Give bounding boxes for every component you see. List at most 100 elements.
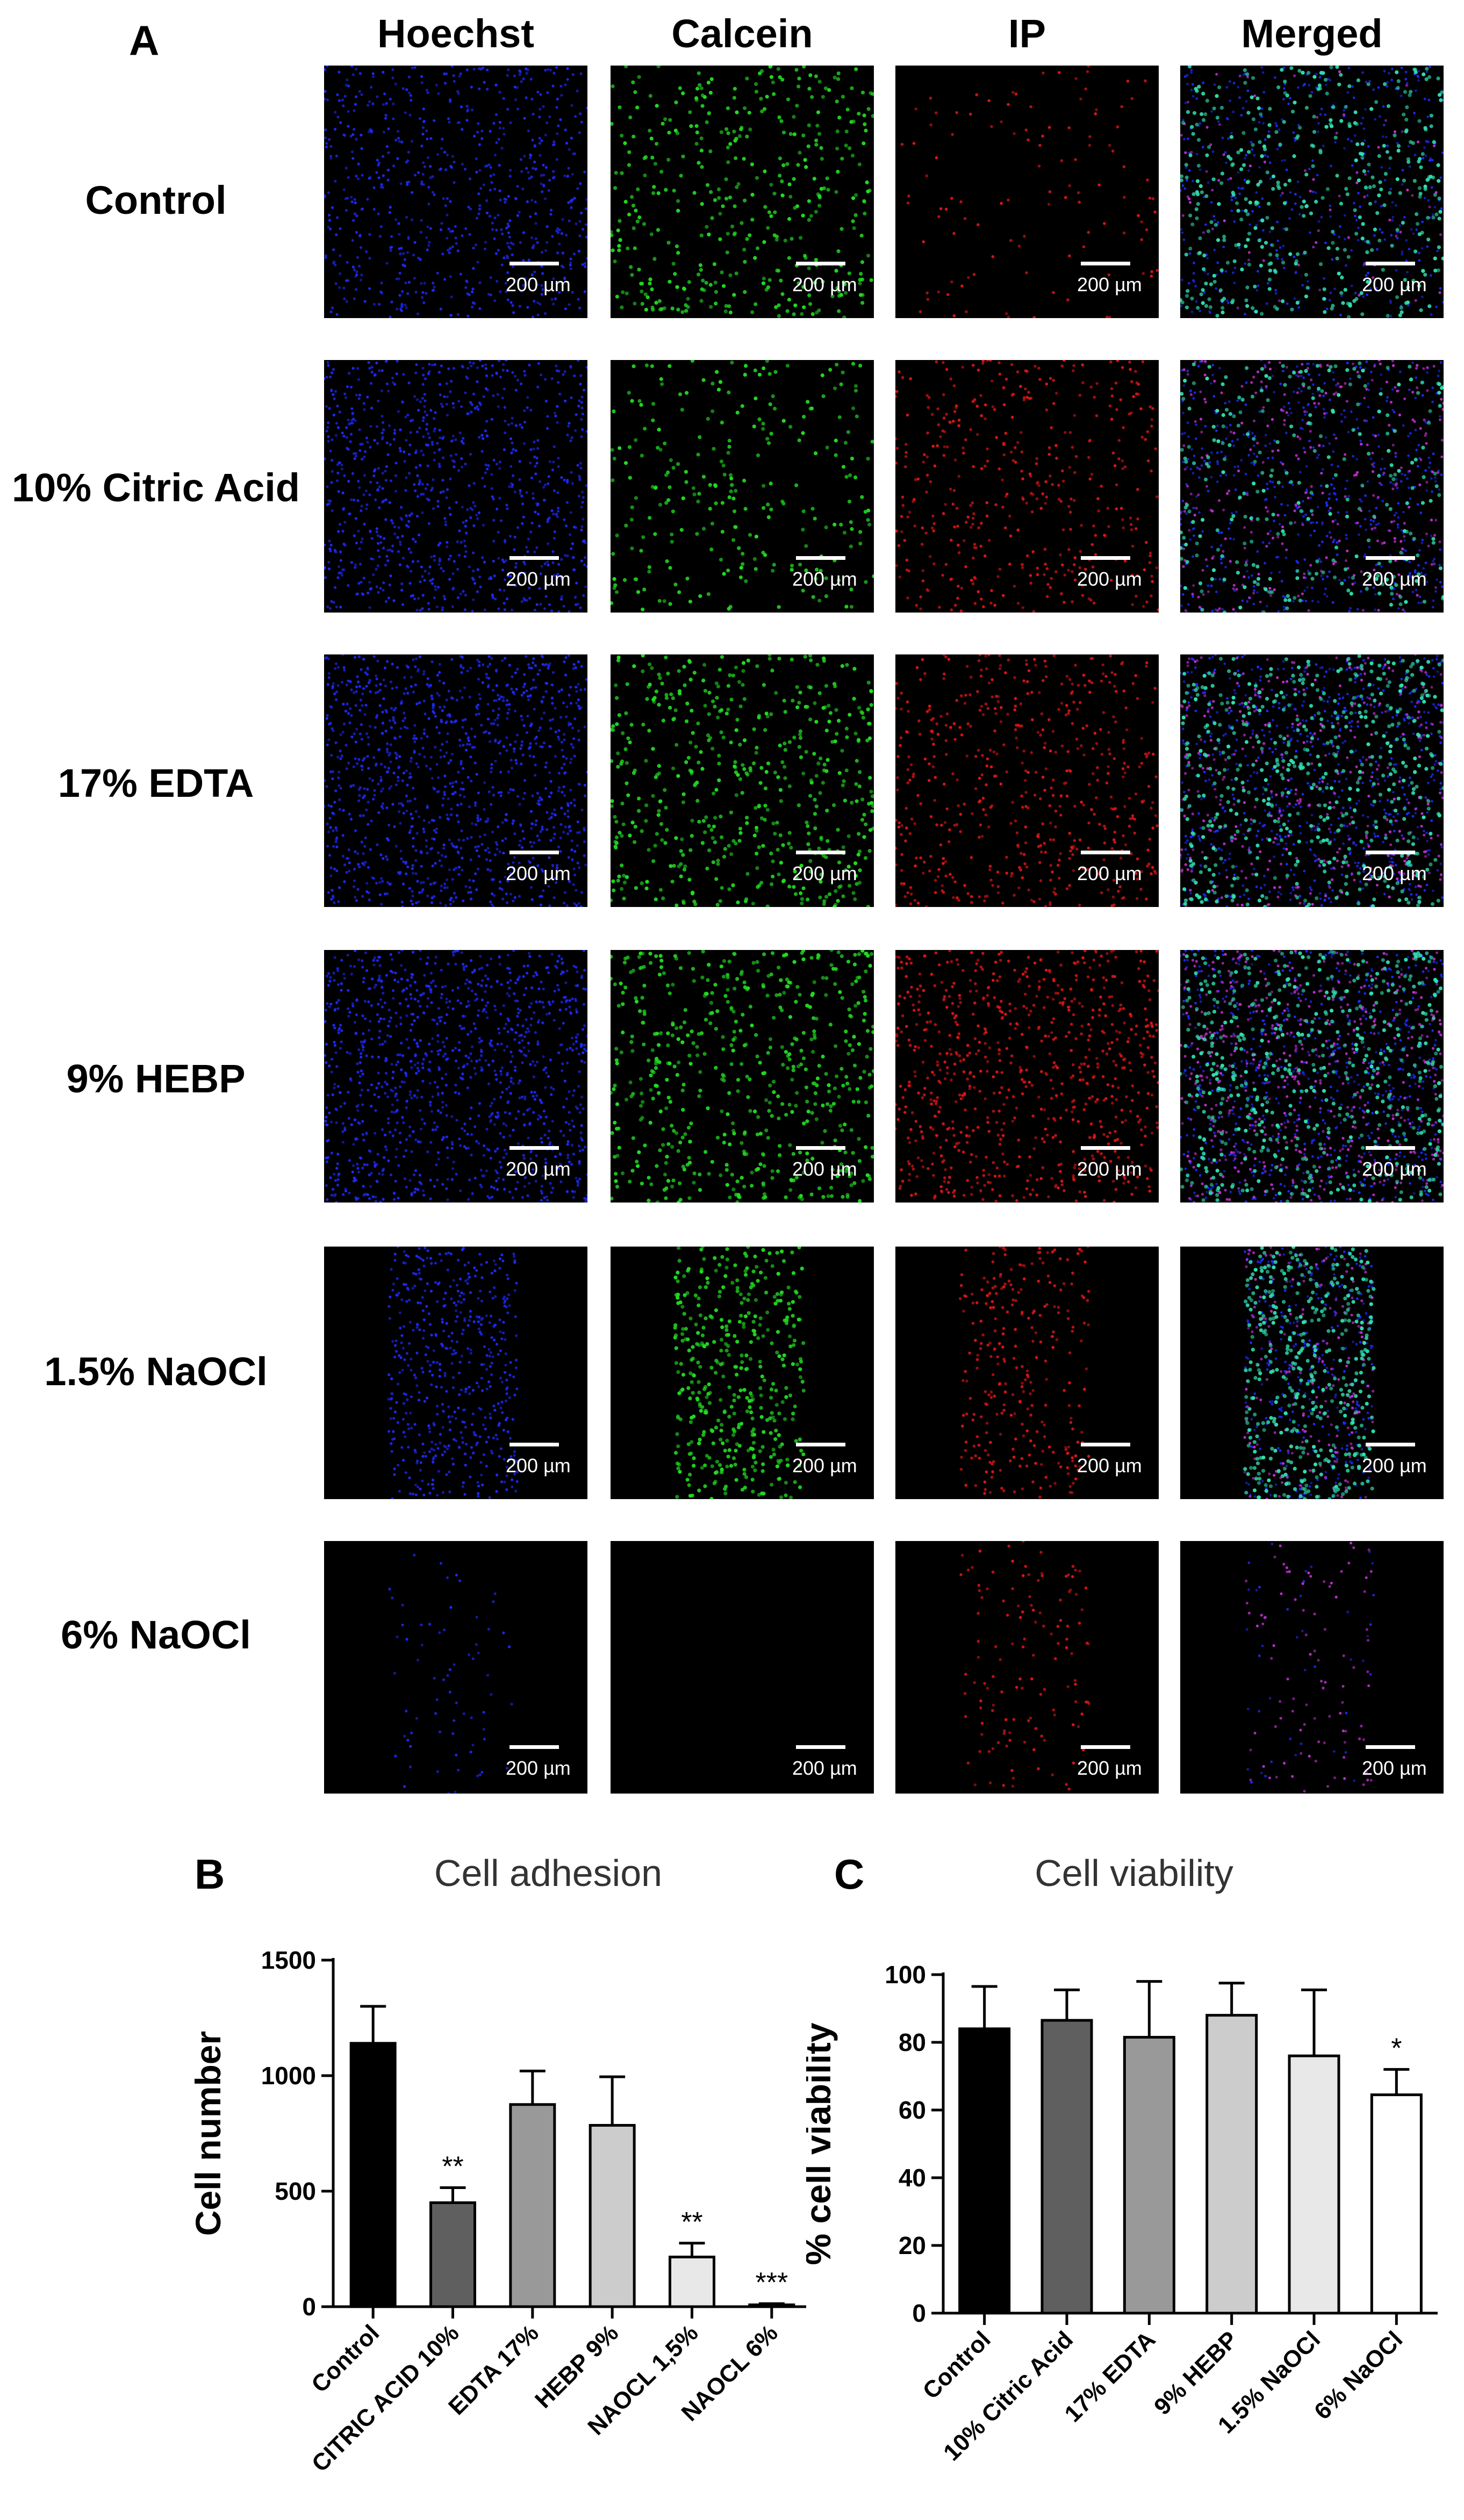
scale-bar <box>1366 262 1415 265</box>
scale-bar <box>1366 556 1415 560</box>
micrograph-naocl-1-5-merged: 200 µm <box>1180 1247 1444 1499</box>
micrograph-control-merged: 200 µm <box>1180 66 1444 318</box>
y-tick-label: 0 <box>302 2293 316 2321</box>
bar-2 <box>1040 2019 1093 2315</box>
scale-bar-label: 200 µm <box>1077 862 1142 884</box>
scale-bar-label: 200 µm <box>792 568 857 590</box>
y-axis-label: Cell number <box>188 2031 228 2236</box>
bar-5 <box>1288 2054 1340 2315</box>
column-header-calcein: Calcein <box>671 11 813 56</box>
x-tick-label: 17% EDTA <box>1059 2326 1160 2427</box>
y-tick-label: 500 <box>275 2177 316 2205</box>
row-label-naocl-1-5: 1.5% NaOCl <box>44 1349 268 1394</box>
y-tick-label: 1500 <box>261 1946 316 1974</box>
panel-b-label: B <box>195 1851 225 1898</box>
bar-4 <box>1205 2014 1258 2315</box>
bar-3 <box>1123 2036 1175 2315</box>
y-tick-label: 80 <box>899 2028 926 2056</box>
micrograph-hebp-merged: 200 µm <box>1180 950 1444 1203</box>
micrograph-naocl-1-5-calcein: 200 µm <box>611 1247 874 1499</box>
scale-bar-label: 200 µm <box>792 1757 857 1779</box>
scale-bar <box>1081 851 1130 854</box>
scale-bar <box>796 1745 845 1749</box>
chart-title: Cell adhesion <box>434 1852 662 1894</box>
scale-bar-label: 200 µm <box>506 568 571 590</box>
scale-bar-label: 200 µm <box>1362 1455 1427 1477</box>
scale-bar <box>796 851 845 854</box>
scale-bar <box>509 1443 559 1446</box>
micrograph-hebp-calcein: 200 µm <box>611 950 874 1203</box>
y-tick-label: 20 <box>899 2231 926 2259</box>
scale-bar <box>509 262 559 265</box>
row-label-naocl-6: 6% NaOCl <box>61 1612 251 1657</box>
significance-marker: ** <box>681 2207 702 2238</box>
scale-bar-label: 200 µm <box>1362 1757 1427 1779</box>
y-axis-label: % cell viability <box>806 2022 838 2265</box>
scale-bar-label: 200 µm <box>1077 1455 1142 1477</box>
column-header-ip: IP <box>1008 11 1046 56</box>
micrograph-hebp-ip: 200 µm <box>895 950 1159 1203</box>
micrograph-citric-acid-merged: 200 µm <box>1180 360 1444 613</box>
bar-6 <box>748 2303 795 2308</box>
scale-bar <box>796 556 845 560</box>
micrograph-citric-acid-ip: 200 µm <box>895 360 1159 613</box>
micrograph-control-calcein: 200 µm <box>611 66 874 318</box>
micrograph-edta-hoechst: 200 µm <box>324 654 587 907</box>
scale-bar <box>509 556 559 560</box>
scale-bar <box>796 1146 845 1150</box>
bar-6 <box>1370 2093 1423 2315</box>
micrograph-citric-acid-hoechst: 200 µm <box>324 360 587 613</box>
scale-bar-label: 200 µm <box>792 1455 857 1477</box>
scale-bar-label: 200 µm <box>1077 1158 1142 1180</box>
y-tick-label: 1000 <box>261 2062 316 2090</box>
scale-bar <box>796 1443 845 1446</box>
y-tick-label: 0 <box>912 2299 926 2327</box>
micrograph-edta-calcein: 200 µm <box>611 654 874 907</box>
micrograph-naocl-1-5-hoechst: 200 µm <box>324 1247 587 1499</box>
micrograph-control-hoechst: 200 µm <box>324 66 587 318</box>
significance-marker: * <box>1391 2033 1402 2064</box>
panel-c-label: C <box>834 1851 864 1898</box>
scale-bar-label: 200 µm <box>792 862 857 884</box>
scale-bar-label: 200 µm <box>792 273 857 296</box>
scale-bar-label: 200 µm <box>792 1158 857 1180</box>
scale-bar <box>509 851 559 854</box>
scale-bar <box>1081 1745 1130 1749</box>
scale-bar-label: 200 µm <box>1362 568 1427 590</box>
bar-4 <box>589 2123 636 2308</box>
y-tick-label: 100 <box>885 1961 926 1989</box>
scale-bar <box>796 262 845 265</box>
scale-bar <box>509 1745 559 1749</box>
micrograph-naocl-6-ip: 200 µm <box>895 1541 1159 1794</box>
scale-bar <box>1366 1745 1415 1749</box>
row-label-edta: 17% EDTA <box>58 761 254 805</box>
row-label-citric-acid: 10% Citric Acid <box>12 465 300 510</box>
column-header-hoechst: Hoechst <box>377 11 534 56</box>
micrograph-citric-acid-calcein: 200 µm <box>611 360 874 613</box>
bar-5 <box>669 2256 715 2308</box>
scale-bar-label: 200 µm <box>506 1455 571 1477</box>
x-tick-label: Control <box>306 2320 384 2397</box>
x-tick-label: 6% NaOCl <box>1309 2326 1408 2424</box>
micrograph-naocl-6-hoechst: 200 µm <box>324 1541 587 1794</box>
scale-bar-label: 200 µm <box>1077 273 1142 296</box>
scale-bar <box>509 1146 559 1150</box>
scale-bar-label: 200 µm <box>1077 568 1142 590</box>
bar-2 <box>429 2201 476 2308</box>
significance-marker: *** <box>755 2267 788 2298</box>
scale-bar <box>1366 1146 1415 1150</box>
scale-bar-label: 200 µm <box>1362 1158 1427 1180</box>
cell-viability-chart: C Cell viability % cell viability 0 20 40 60 80… <box>806 1851 1438 2466</box>
scale-bar-label: 200 µm <box>506 1158 571 1180</box>
panel-a-label: A <box>129 17 160 64</box>
x-tick-label: CITRIC ACID 10% <box>307 2320 464 2477</box>
micrograph-naocl-6-merged: 200 µm <box>1180 1541 1444 1794</box>
x-tick-label: Control <box>917 2326 995 2404</box>
micrograph-hebp-hoechst: 200 µm <box>324 950 587 1203</box>
scale-bar-label: 200 µm <box>506 862 571 884</box>
bar-1 <box>958 2027 1011 2315</box>
scale-bar-label: 200 µm <box>506 273 571 296</box>
bar-3 <box>509 2103 556 2308</box>
significance-marker: ** <box>442 2151 463 2183</box>
scale-bar-label: 200 µm <box>1362 862 1427 884</box>
